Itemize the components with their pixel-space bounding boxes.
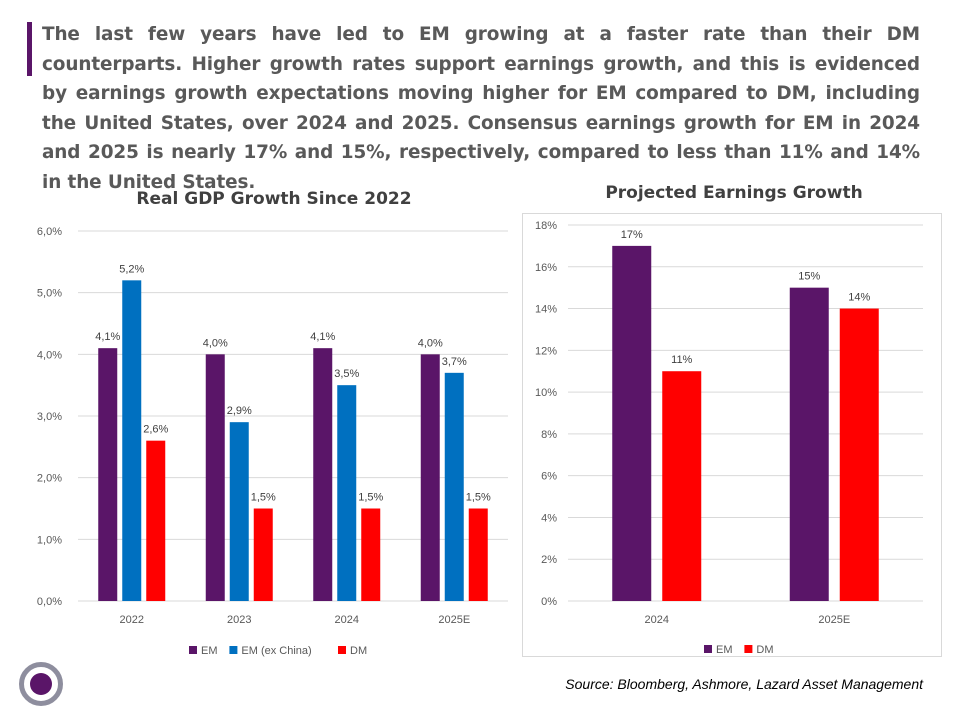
bar xyxy=(444,372,464,601)
accent-bar xyxy=(27,22,32,76)
y-tick-label: 6% xyxy=(541,471,557,483)
legend-swatch xyxy=(189,646,197,654)
y-tick-label: 5,0% xyxy=(37,288,62,300)
data-label: 5,2% xyxy=(119,263,144,275)
legend-swatch xyxy=(704,645,712,653)
data-label: 4,0% xyxy=(203,337,228,349)
x-tick-label: 2024 xyxy=(335,614,359,626)
bar xyxy=(253,508,273,601)
y-tick-label: 0,0% xyxy=(37,596,62,608)
y-tick-label: 4,0% xyxy=(37,349,62,361)
legend-label: EM xyxy=(716,644,733,656)
bar xyxy=(313,348,333,601)
legend-swatch xyxy=(744,645,753,653)
data-label: 11% xyxy=(671,354,692,366)
bar xyxy=(205,354,225,601)
bar xyxy=(146,440,166,601)
bar xyxy=(839,308,879,601)
data-label: 3,7% xyxy=(442,356,467,368)
y-tick-label: 1,0% xyxy=(37,534,62,546)
earnings-chart-title: Projected Earnings Growth xyxy=(605,183,863,203)
bar xyxy=(662,371,702,601)
y-tick-label: 6,0% xyxy=(37,226,62,238)
data-label: 17% xyxy=(621,229,643,241)
y-tick-label: 0% xyxy=(541,596,557,608)
y-tick-label: 2% xyxy=(541,554,557,566)
lazard-logo xyxy=(19,662,63,706)
source-note: Source: Bloomberg, Ashmore, Lazard Asset… xyxy=(565,676,923,692)
data-label: 4,1% xyxy=(310,331,335,343)
y-tick-label: 2,0% xyxy=(37,473,62,485)
logo-dot xyxy=(30,673,52,695)
x-tick-label: 2025E xyxy=(818,614,850,626)
data-label: 1,5% xyxy=(466,492,491,504)
y-tick-label: 14% xyxy=(535,304,557,316)
data-label: 15% xyxy=(798,271,820,283)
legend-label: DM xyxy=(350,645,367,657)
gdp-chart-title: Real GDP Growth Since 2022 xyxy=(136,189,412,209)
legend-swatch xyxy=(229,646,238,654)
bar xyxy=(361,508,381,601)
data-label: 2,6% xyxy=(143,424,168,436)
y-tick-label: 3,0% xyxy=(37,411,62,423)
data-label: 3,5% xyxy=(334,368,359,380)
x-tick-label: 2024 xyxy=(645,614,669,626)
data-label: 2,9% xyxy=(227,405,252,417)
y-tick-label: 12% xyxy=(535,345,557,357)
bar xyxy=(229,422,249,601)
y-tick-label: 4% xyxy=(541,512,557,524)
data-label: 4,0% xyxy=(418,337,443,349)
bar xyxy=(612,245,652,601)
legend-label: EM xyxy=(201,645,218,657)
data-label: 1,5% xyxy=(251,492,276,504)
x-tick-label: 2025E xyxy=(438,614,470,626)
y-tick-label: 16% xyxy=(535,262,557,274)
bar xyxy=(468,508,488,601)
y-tick-label: 18% xyxy=(535,220,557,232)
legend-label: DM xyxy=(756,644,773,656)
bar xyxy=(98,348,118,601)
legend-swatch xyxy=(338,646,346,654)
bar xyxy=(789,287,829,601)
y-tick-label: 8% xyxy=(541,429,557,441)
legend-label: EM (ex China) xyxy=(241,645,311,657)
earnings-chart-frame xyxy=(522,213,942,657)
intro-text: The last few years have led to EM growin… xyxy=(42,24,920,193)
data-label: 1,5% xyxy=(358,492,383,504)
x-tick-label: 2023 xyxy=(227,614,251,626)
data-label: 4,1% xyxy=(95,331,120,343)
y-tick-label: 10% xyxy=(535,387,557,399)
bar xyxy=(420,354,440,601)
data-label: 14% xyxy=(848,292,870,304)
x-tick-label: 2022 xyxy=(120,614,144,626)
bar xyxy=(337,385,357,601)
bar xyxy=(122,280,142,601)
